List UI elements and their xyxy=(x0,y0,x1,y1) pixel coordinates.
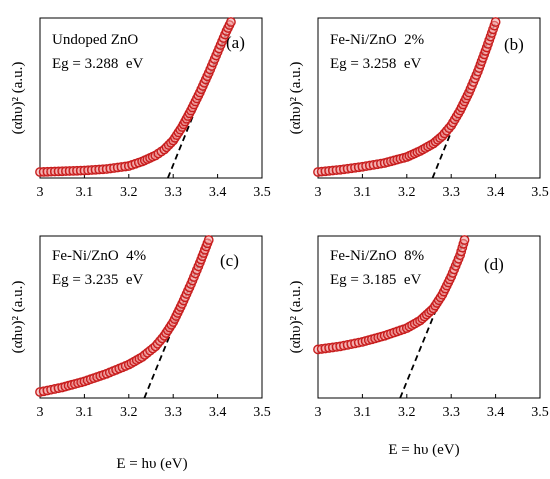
sample-label: Fe-Ni/ZnO 2% xyxy=(330,32,424,48)
panel-b: Fe-Ni/ZnO 2% Eg = 3.258 eV (b) 3 3.1 3.2 3.… xyxy=(313,17,549,200)
x-tick-label: 3 xyxy=(315,405,322,420)
panel-c: Fe-Ni/ZnO 4% Eg = 3.235 eV (c) 3 3.1 3.2 3.… xyxy=(35,235,271,420)
x-tick-label: 3.1 xyxy=(354,405,372,420)
data-marks xyxy=(313,235,541,399)
panel-letter: (d) xyxy=(484,255,504,274)
band-gap-label: Eg = 3.185 eV xyxy=(330,272,422,288)
x-axis-title-left: E = hυ (eV) xyxy=(116,456,187,472)
x-tick-label: 3 xyxy=(37,185,44,200)
data-point xyxy=(459,235,470,245)
panel-letter: (c) xyxy=(220,251,239,270)
x-tick-label: 3.4 xyxy=(209,185,227,200)
x-axis-title-right: E = hυ (eV) xyxy=(388,442,459,458)
y-axis-title-d: (αhυ)² (a.u.) xyxy=(288,281,304,354)
x-tick-label: 3.3 xyxy=(442,405,460,420)
band-gap-label: Eg = 3.235 eV xyxy=(52,272,144,288)
x-tick-label: 3.5 xyxy=(253,405,271,420)
x-tick-label: 3.2 xyxy=(120,185,138,200)
x-tick-label: 3.2 xyxy=(398,185,416,200)
sample-label: Undoped ZnO xyxy=(52,32,138,48)
x-tick-label: 3.3 xyxy=(164,405,182,420)
x-tick-label: 3.1 xyxy=(76,405,94,420)
data-point xyxy=(203,235,214,245)
band-gap-label: Eg = 3.288 eV xyxy=(52,56,144,72)
x-tick-label: 3.4 xyxy=(487,405,505,420)
data-point xyxy=(226,17,236,27)
y-axis-title-a: (αhυ)² (a.u.) xyxy=(10,62,26,135)
x-tick-label: 3.1 xyxy=(76,185,94,200)
x-tick-label: 3 xyxy=(37,405,44,420)
panel-letter: (a) xyxy=(226,33,245,52)
sample-label: Fe-Ni/ZnO 8% xyxy=(330,248,424,264)
x-tick-label: 3.4 xyxy=(209,405,227,420)
x-tick-label: 3.4 xyxy=(487,185,505,200)
data-marks xyxy=(35,17,263,179)
x-tick-label: 3.5 xyxy=(531,185,549,200)
sample-label: Fe-Ni/ZnO 4% xyxy=(52,248,146,264)
band-gap-label: Eg = 3.258 eV xyxy=(330,56,422,72)
y-axis-title-b: (αhυ)² (a.u.) xyxy=(288,62,304,135)
panel-a: Undoped ZnO Eg = 3.288 eV (a) 3 3.1 3.2 3.3… xyxy=(35,17,271,200)
data-marks xyxy=(35,235,263,399)
x-tick-label: 3.2 xyxy=(398,405,416,420)
x-tick-label: 3.3 xyxy=(442,185,460,200)
panel-d: Fe-Ni/ZnO 8% Eg = 3.185 eV (d) 3 3.1 3.2 3.… xyxy=(313,235,549,420)
x-tick-label: 3 xyxy=(315,185,322,200)
x-tick-label: 3.5 xyxy=(253,185,271,200)
data-marks xyxy=(313,17,541,179)
x-tick-label: 3.5 xyxy=(531,405,549,420)
x-tick-label: 3.2 xyxy=(120,405,138,420)
data-point xyxy=(490,17,501,27)
x-tick-label: 3.3 xyxy=(164,185,182,200)
x-tick-label: 3.1 xyxy=(354,185,372,200)
plot-area xyxy=(39,235,263,399)
panel-letter: (b) xyxy=(504,35,524,54)
y-axis-title-c: (αhυ)² (a.u.) xyxy=(10,281,26,354)
